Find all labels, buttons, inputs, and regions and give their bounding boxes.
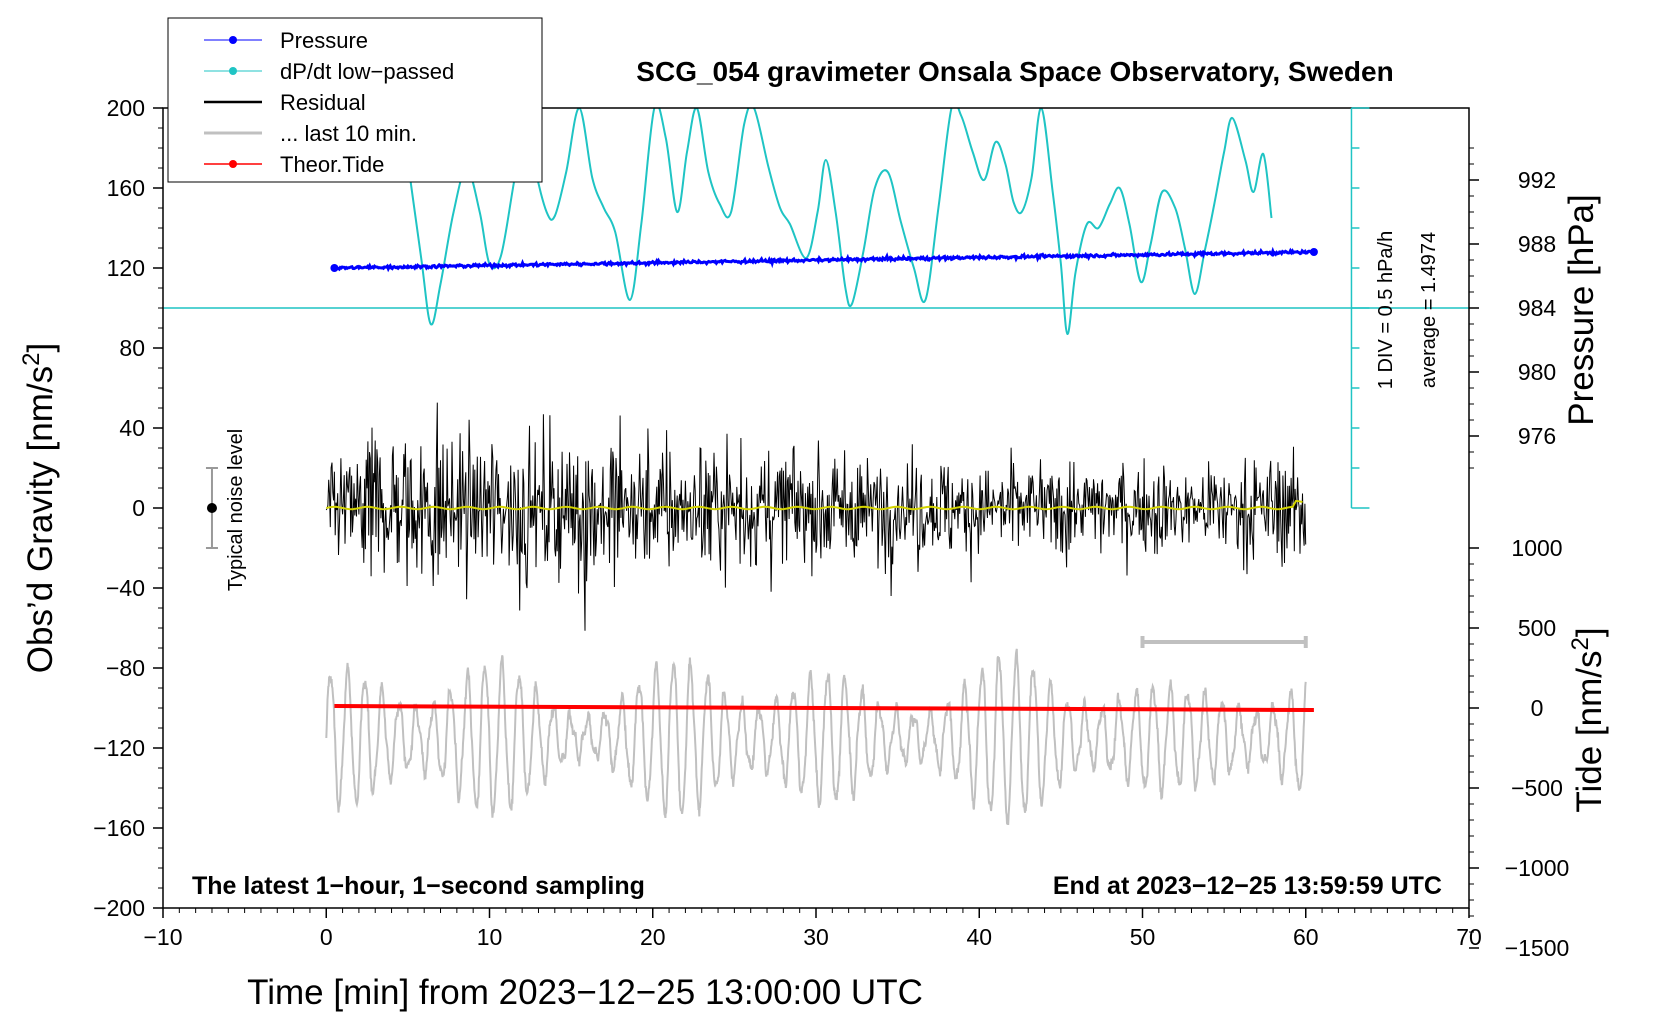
y-tick-label: −40: [106, 575, 145, 601]
y-axis-label-text: Obs’d Gravity [nm/s: [21, 366, 60, 673]
tide-tick-label: 500: [1518, 615, 1556, 641]
dpdt-div-label: 1 DIV = 0.5 hPa/h: [1375, 231, 1397, 389]
legend-label: Theor.Tide: [280, 152, 384, 177]
axes-layer: −10 0 10 20 30 40 50 60 70 200 160 120 80 40 0 −40 −80 −1…: [93, 95, 1569, 961]
x-tick-label: 0: [320, 924, 333, 950]
theor-tide-line: [334, 704, 1314, 712]
x-tick-label: 20: [640, 924, 666, 950]
typical-noise-indicator: [205, 467, 218, 549]
legend-label: dP/dt low−passed: [280, 59, 454, 84]
y-axis-label-sup: 2: [18, 353, 45, 366]
legend: Pressure dP/dt low−passed Residual ... last…: [167, 17, 543, 183]
tide-tick-label: 1000: [1511, 535, 1562, 561]
dpdt-scale-axis: [1350, 107, 1370, 509]
tide-tick-label: −1500: [1505, 935, 1570, 961]
x-tick-label: 60: [1293, 924, 1319, 950]
residual-line: [325, 402, 1307, 631]
y-tick-label: 120: [107, 255, 145, 281]
tide-axis-label: Tide [nm/s2]: [1567, 627, 1610, 812]
x-tick-label: −10: [143, 924, 182, 950]
pressure-end-point: [1309, 248, 1318, 256]
y-tick-label: −160: [93, 815, 145, 841]
x-tick-label: 70: [1456, 924, 1482, 950]
x-tick-label: 50: [1130, 924, 1156, 950]
legend-label: Pressure: [280, 28, 368, 53]
tide-axis-label-text: Tide [nm/s: [1570, 651, 1609, 813]
pressure-axis-label: Pressure [hPa]: [1562, 194, 1601, 426]
series-layer: [163, 108, 1469, 825]
legend-label: Residual: [280, 90, 366, 115]
y-axis-label-end: ]: [21, 343, 60, 353]
tide-tick-label: −1000: [1505, 855, 1570, 881]
residual-mean-line: [326, 499, 1303, 511]
pressure-tick-label: 988: [1518, 231, 1556, 257]
x-axis-label: Time [min] from 2023−12−25 13:00:00 UTC: [247, 973, 923, 1012]
y-tick-label: 200: [107, 95, 145, 121]
pressure-tick-label: 976: [1518, 423, 1556, 449]
chart-title: SCG_054 gravimeter Onsala Space Observat…: [636, 56, 1393, 87]
y-tick-label: −120: [93, 735, 145, 761]
pressure-tick-label: 984: [1518, 295, 1557, 321]
y-tick-label: 0: [132, 495, 145, 521]
pressure-tick-label: 992: [1518, 167, 1556, 193]
pressure-start-point: [330, 264, 339, 272]
svg-text:Tide [nm/s2]: Tide [nm/s2]: [1567, 627, 1610, 812]
annotation-bottom-right: End at 2023−12−25 13:59:59 UTC: [1053, 872, 1442, 900]
last10min-tide-line: [325, 648, 1307, 825]
tide-axis-label-end: ]: [1570, 627, 1609, 637]
y-axis-label: Obs’d Gravity [nm/s2]: [18, 343, 61, 673]
legend-marker: [229, 67, 237, 75]
legend-marker: [229, 36, 237, 44]
tide-tick-label: −500: [1511, 775, 1563, 801]
x-tick-label: 40: [966, 924, 992, 950]
noise-point: [206, 503, 217, 513]
noise-label: Typical noise level: [225, 429, 247, 591]
pressure-line: [333, 246, 1314, 273]
tide-axis-label-sup: 2: [1567, 637, 1594, 650]
dpdt-line: [403, 108, 1273, 336]
y-tick-label: −80: [106, 655, 145, 681]
svg-text:Obs’d Gravity [nm/s2]: Obs’d Gravity [nm/s2]: [18, 343, 61, 673]
y-tick-label: 80: [119, 335, 145, 361]
dpdt-average-label: average = 1.4974: [1418, 232, 1440, 388]
x-tick-label: 10: [477, 924, 503, 950]
legend-label: ... last 10 min.: [280, 121, 417, 146]
annotation-bottom-left: The latest 1−hour, 1−second sampling: [192, 872, 645, 900]
tide-tick-label: 0: [1531, 695, 1544, 721]
legend-box: [167, 17, 543, 183]
y-tick-label: −200: [93, 895, 145, 921]
legend-marker: [229, 160, 237, 168]
y-tick-label: 40: [119, 415, 145, 441]
x-tick-label: 30: [803, 924, 829, 950]
pressure-tick-label: 980: [1518, 359, 1556, 385]
y-tick-label: 160: [107, 175, 145, 201]
